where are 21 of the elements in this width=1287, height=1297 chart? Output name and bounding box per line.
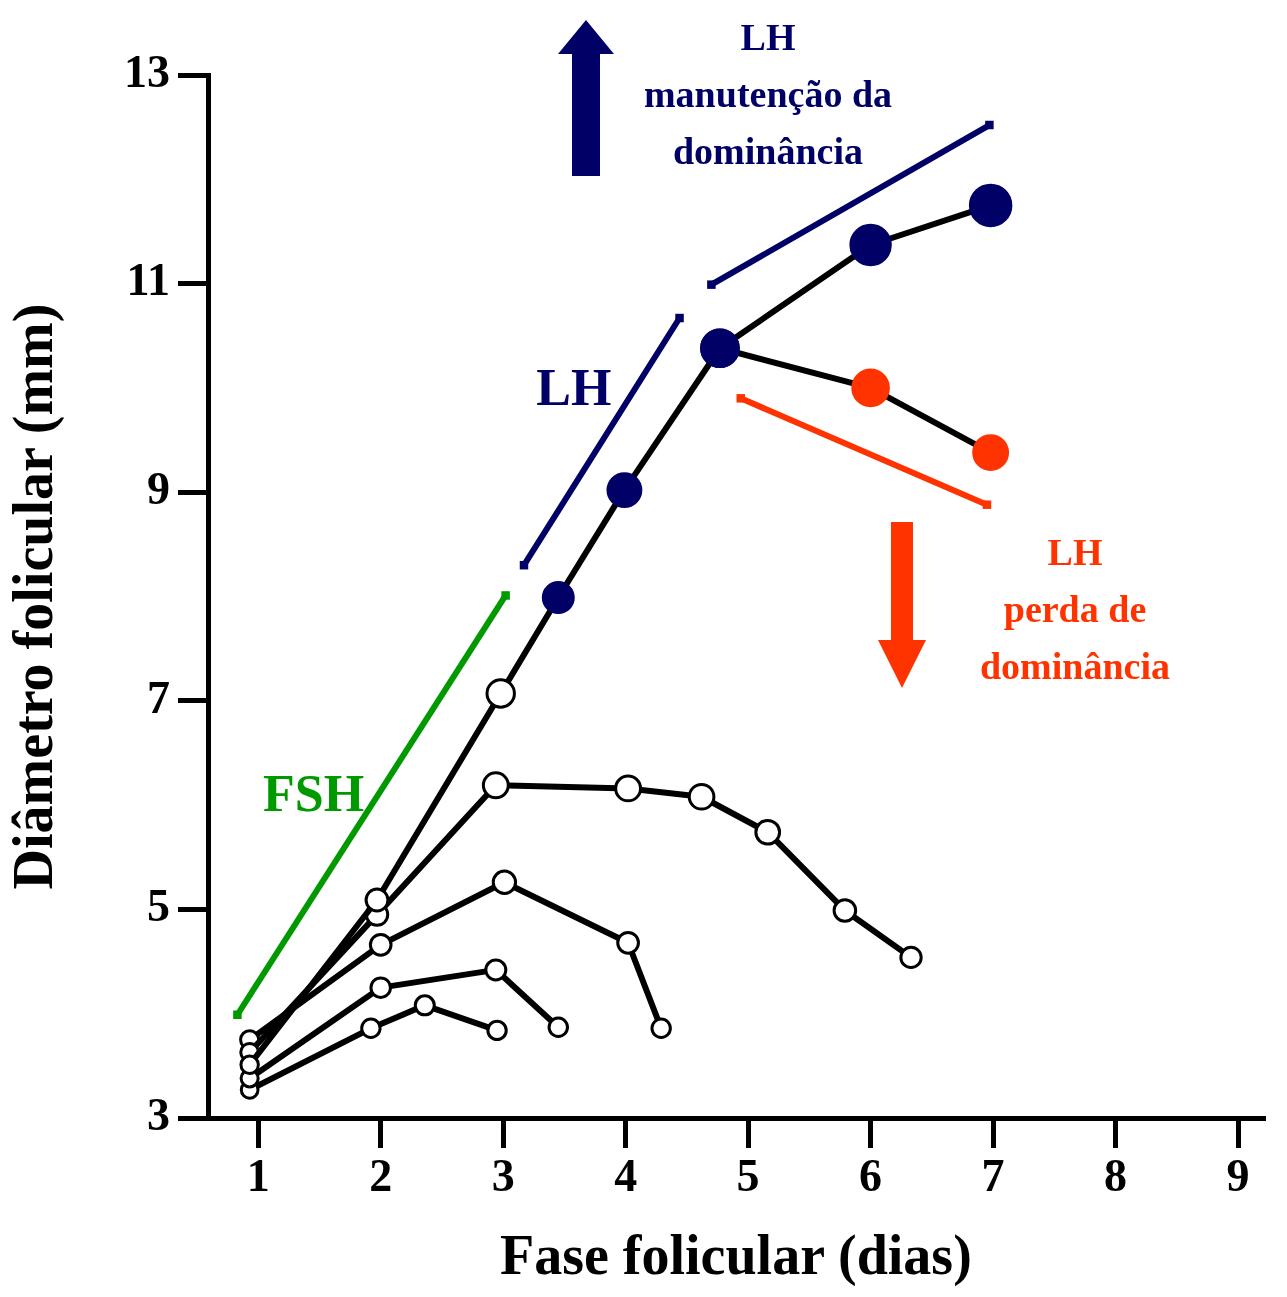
y-tick-label: 11: [126, 254, 170, 306]
y-tick-label: 3: [147, 1088, 170, 1140]
x-axis-title: Fase folicular (dias): [499, 1223, 972, 1287]
x-tick-label: 4: [614, 1150, 638, 1202]
y-tick-label: 7: [147, 671, 170, 723]
series-label: LH: [536, 359, 612, 417]
x-tick-label: 6: [859, 1150, 883, 1202]
x-tick-label: 9: [1226, 1150, 1250, 1202]
y-tick-label: 13: [124, 45, 170, 97]
x-tick-label: 1: [246, 1150, 270, 1202]
annotation: LH perda de dominância: [979, 530, 1171, 687]
x-tick-label: 2: [369, 1150, 393, 1202]
x-tick-label: 5: [736, 1150, 760, 1202]
series-label: FSH: [262, 764, 365, 822]
x-tick-label: 7: [981, 1150, 1005, 1202]
y-axis-title: Diâmetro folicular (mm): [2, 303, 66, 890]
x-tick-label: 3: [491, 1150, 515, 1202]
y-tick-label: 5: [147, 880, 170, 932]
annotation: LH manutenção da dominância: [643, 15, 893, 172]
x-tick-label: 8: [1104, 1150, 1128, 1202]
y-tick-label: 9: [147, 463, 170, 515]
